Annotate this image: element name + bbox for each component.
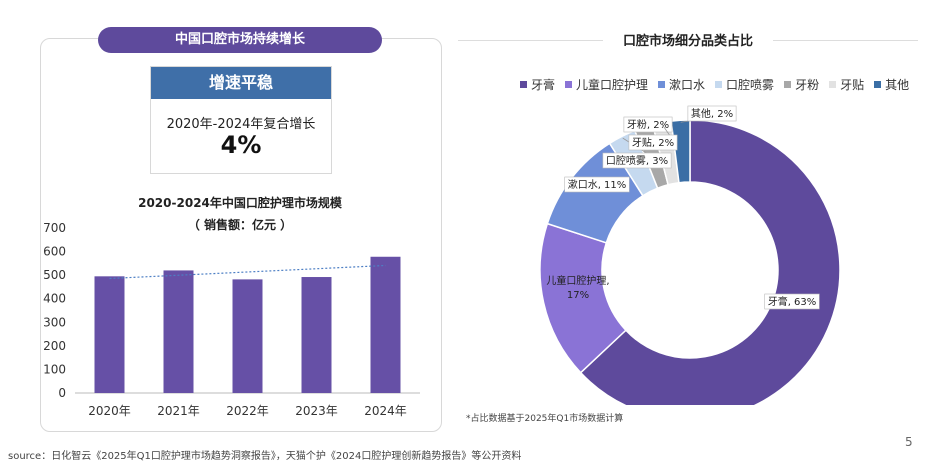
y-tick-label: 300 [43,315,66,329]
bar-2021年 [163,270,194,393]
source-note: source：日化智云《2025年Q1口腔护理市场趋势洞察报告》，天猫个护《20… [8,451,522,462]
donut-data-label: 牙贴, 2% [632,136,674,149]
legend-label: 漱口水 [669,78,706,92]
left-panel-title: 中国口腔市场持续增长 [98,27,382,53]
bar-2022年 [232,279,263,393]
growth-box-value: 4% [220,131,262,159]
bar-2023年 [301,277,332,393]
legend-label: 牙膏 [531,78,556,92]
y-tick-label: 700 [43,221,66,235]
legend-swatch [784,81,792,88]
legend-item: 口腔喷雾 [715,76,774,93]
right-panel-title: 口腔市场细分品类占比 [622,34,753,49]
legend-item: 儿童口腔护理 [565,76,648,93]
title-divider-right [773,40,918,41]
donut-label-box [564,176,630,193]
donut-data-label: 其他, 2% [691,107,733,120]
y-tick-label: 500 [43,268,66,282]
right-panel-header: 口腔市场细分品类占比 [458,28,918,52]
legend-item: 牙贴 [829,76,864,93]
bar-chart-title: 2020-2024年中国口腔护理市场规模 [138,196,342,210]
legend-item: 牙膏 [520,76,555,93]
donut-label-box [764,293,820,310]
legend-swatch [874,81,882,88]
donut-data-label-extra: 17% [567,290,589,301]
donut-data-label: 牙粉, 2% [627,118,669,131]
donut-label-box [687,105,737,122]
title-divider-left [458,40,603,41]
donut-slice-牙膏 [579,119,841,405]
donut-data-label: 口腔喷雾, 3% [606,154,668,167]
legend-swatch [520,81,527,88]
page-number: 5 [905,435,913,449]
trend-line [109,264,386,280]
donut-data-label: 儿童口腔护理, [546,274,609,287]
donut-legend: 牙膏 儿童口腔护理 漱口水 口腔喷雾 牙粉 牙贴 其他 [520,76,919,93]
y-tick-label: 200 [43,339,66,353]
x-tick-label: 2021年 [157,404,200,418]
legend-swatch [658,81,666,88]
legend-label: 其他 [885,78,910,92]
bar-2024年 [370,256,401,393]
growth-box-header: 增速平稳 [151,67,331,99]
y-tick-label: 600 [43,245,66,259]
chart-footnote: *占比数据基于2025年Q1市场数据计算 [466,414,624,424]
bar-2020年 [94,276,125,393]
legend-item: 漱口水 [658,76,705,93]
legend-label: 口腔喷雾 [726,78,775,92]
growth-box: 增速平稳 2020年-2024年复合增长 4% [150,66,332,174]
donut-data-label: 漱口水, 11% [568,179,627,191]
y-tick-label: 100 [43,362,66,376]
category-share-donut-chart: 牙膏, 63% 儿童口腔护理, 17% 漱口水, 11% 口腔喷雾, 3% 牙粉, 2% 牙… [539,105,841,405]
x-tick-label: 2023年 [295,404,338,418]
legend-label: 儿童口腔护理 [576,78,649,92]
donut-label-box [602,152,672,169]
bar-chart-subtitle: （ 销售额：亿元 ） [187,218,293,232]
market-size-bar-chart: 0 100 200 300 400 500 600 700 2020年 2021年 2022年 202… [43,221,420,418]
legend-swatch [565,81,573,88]
y-tick-label: 400 [43,292,66,306]
legend-label: 牙贴 [840,78,865,92]
legend-swatch [829,81,837,88]
x-tick-label: 2024年 [364,404,407,418]
legend-item: 其他 [874,76,909,93]
donut-label-box [623,116,673,133]
y-tick-label: 0 [58,386,66,400]
growth-box-label: 2020年-2024年复合增长 [166,117,316,132]
x-tick-label: 2020年 [88,404,131,418]
legend-item: 牙粉 [784,76,819,93]
legend-label: 牙粉 [795,78,820,92]
x-tick-label: 2022年 [226,404,269,418]
donut-data-label: 牙膏, 63% [768,295,817,308]
legend-swatch [715,81,723,88]
donut-label-box [628,134,678,151]
